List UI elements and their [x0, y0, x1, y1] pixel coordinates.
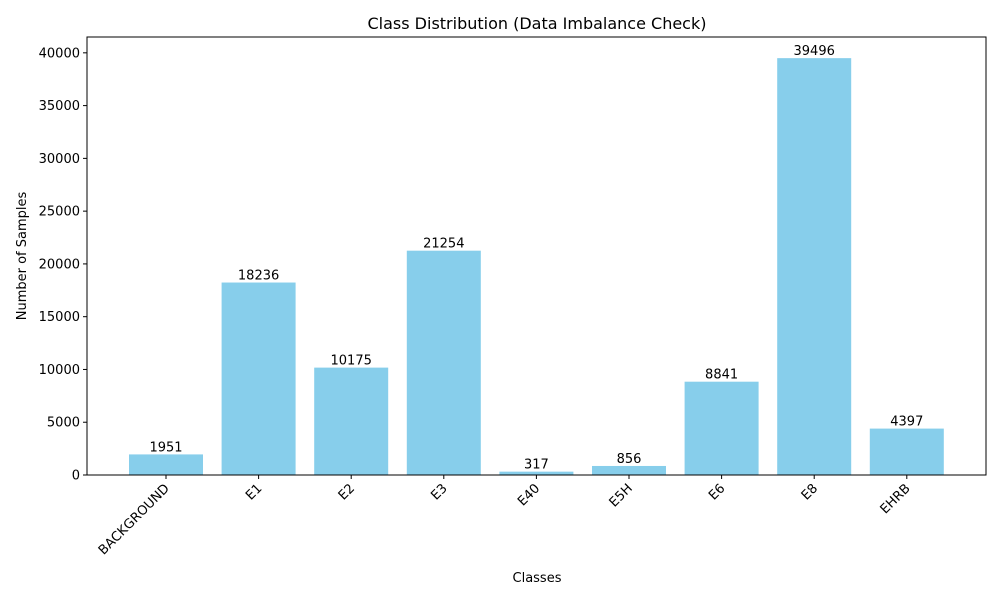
data-label-e8: 39496 — [794, 44, 835, 59]
x-axis: BACKGROUND E1 E2 E3 E40 E5H E6 E8 EHRB — [96, 475, 914, 558]
x-tick-label-e6: E6 — [706, 481, 728, 503]
x-tick-label-e2: E2 — [336, 481, 358, 503]
data-label-e2: 10175 — [331, 354, 372, 369]
bar-e8 — [777, 58, 852, 476]
bar-e3 — [406, 250, 481, 475]
y-tick-label-10000: 10000 — [39, 363, 80, 378]
x-axis-label: Classes — [513, 571, 562, 586]
data-label-background: 1951 — [149, 440, 182, 455]
y-tick-label-15000: 15000 — [39, 310, 80, 325]
data-label-e40: 317 — [524, 458, 549, 473]
y-tick-label-30000: 30000 — [39, 152, 80, 167]
data-label-ehrb: 4397 — [890, 415, 923, 430]
data-label-e1: 18236 — [238, 269, 279, 284]
data-label-e3: 21254 — [423, 237, 464, 252]
x-tick-label-e40: E40 — [515, 481, 543, 509]
y-axis-label: Number of Samples — [15, 192, 30, 321]
bar-e40 — [499, 471, 574, 475]
x-tick-label-ehrb: EHRB — [878, 481, 914, 517]
x-tick-label-background: BACKGROUND — [96, 481, 173, 558]
x-tick-label-e8: E8 — [799, 481, 821, 503]
bars-group — [129, 58, 944, 476]
bar-e6 — [684, 381, 759, 475]
y-tick-label-25000: 25000 — [39, 205, 80, 220]
bar-ehrb — [869, 428, 944, 475]
data-labels-group: 1951 18236 10175 21254 317 856 8841 39496 4397 — [149, 44, 923, 473]
chart-title: Class Distribution (Data Imbalance Check… — [368, 14, 707, 33]
data-label-e6: 8841 — [705, 368, 738, 383]
x-tick-label-e1: E1 — [243, 481, 265, 503]
y-axis: 0 5000 10000 15000 20000 25000 30000 35000 40000 — [39, 46, 87, 484]
y-tick-label-20000: 20000 — [39, 257, 80, 272]
bar-background — [129, 454, 203, 475]
x-tick-label-e3: E3 — [428, 481, 450, 503]
y-tick-label-0: 0 — [72, 469, 80, 484]
y-tick-label-35000: 35000 — [39, 99, 80, 114]
plot-frame — [86, 36, 987, 476]
y-tick-label-5000: 5000 — [47, 416, 80, 431]
bar-e2 — [314, 367, 389, 475]
bar-e1 — [221, 282, 296, 475]
x-tick-label-e5h: E5H — [607, 481, 636, 510]
bar-e5h — [592, 465, 666, 475]
data-label-e5h: 856 — [617, 452, 642, 467]
y-tick-label-40000: 40000 — [39, 46, 80, 61]
